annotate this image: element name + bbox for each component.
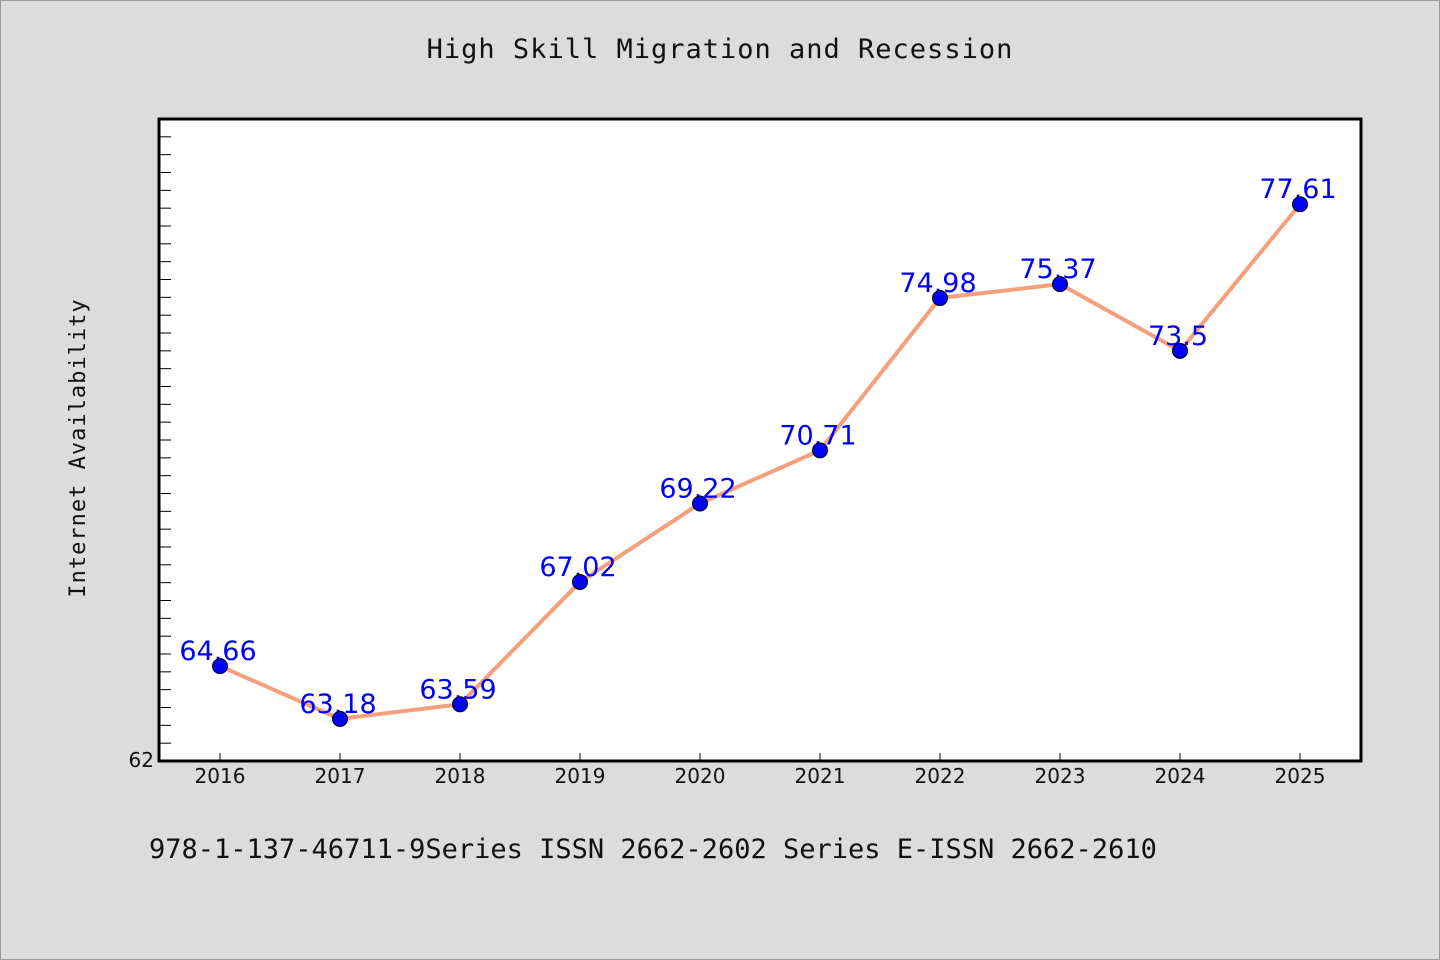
- plot-area: [157, 117, 1363, 763]
- x-tick-label: 2025: [1275, 764, 1326, 788]
- data-point: [1052, 276, 1068, 293]
- data-point: [1172, 342, 1188, 359]
- y-tick-label: 62: [129, 748, 154, 772]
- data-point: [812, 442, 828, 459]
- data-point: [1292, 196, 1308, 213]
- x-tick-label: 2016: [195, 764, 246, 788]
- x-tick-label: 2023: [1035, 764, 1086, 788]
- data-point: [572, 573, 588, 590]
- y-axis-label: Internet Availability: [66, 298, 91, 597]
- x-tick-label: 2020: [675, 764, 726, 788]
- series-line: [219, 202, 1302, 721]
- data-point: [212, 658, 228, 675]
- data-point: [332, 710, 348, 727]
- data-point: [452, 696, 468, 713]
- chart-title: High Skill Migration and Recession: [426, 34, 1014, 65]
- data-point: [932, 290, 948, 307]
- x-tick-label: 2024: [1155, 764, 1206, 788]
- x-axis-ticks: 2016 2017 2018 2019 2020 2021 2022 2023 2024 2025: [195, 753, 1326, 788]
- x-tick-label: 2018: [435, 764, 486, 788]
- data-markers: [212, 196, 1308, 727]
- data-point: [692, 495, 708, 512]
- x-tick-label: 2019: [555, 764, 606, 788]
- x-tick-label: 2022: [915, 764, 966, 788]
- x-tick-label: 2017: [315, 764, 366, 788]
- isbn-footer: 978-1-137-46711-9Series ISSN 2662-2602 S…: [149, 834, 1157, 865]
- y-axis-ticks: 62: [129, 136, 171, 772]
- x-tick-label: 2021: [795, 764, 846, 788]
